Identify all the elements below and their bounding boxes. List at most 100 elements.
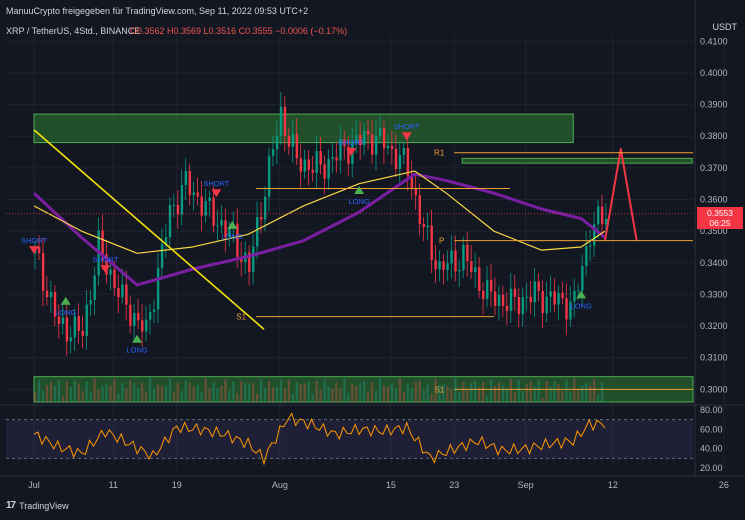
candle-body: [57, 316, 61, 324]
volume-bar: [489, 379, 493, 402]
candle-body: [291, 133, 295, 147]
candle-body: [458, 269, 461, 272]
volume-bar: [279, 380, 283, 402]
volume-bar: [204, 378, 207, 402]
supply-demand-zone: [461, 157, 693, 164]
volume-bar: [45, 384, 49, 402]
volume-bar: [573, 378, 576, 402]
x-tick-label: 26: [719, 480, 729, 490]
pivot-level-label: P: [439, 237, 444, 246]
volume-bar: [497, 382, 501, 402]
candle-body: [256, 216, 259, 247]
volume-bar: [89, 391, 92, 402]
volume-bar: [85, 381, 88, 402]
volume-bar: [121, 383, 124, 402]
candle-body: [287, 135, 291, 147]
volume-bar: [478, 387, 481, 402]
volume-bar: [414, 382, 417, 402]
volume-bar: [69, 386, 72, 402]
tradingview-logo[interactable]: 17: [6, 500, 16, 511]
volume-bar: [486, 395, 489, 402]
candle-body: [454, 250, 457, 272]
candle-body: [339, 139, 342, 161]
volume-bar: [244, 382, 247, 402]
y-tick-label: 0.3600: [700, 195, 728, 205]
volume-bar: [216, 388, 219, 402]
volume-bar: [156, 384, 160, 402]
candle-body: [311, 169, 314, 173]
volume-bar: [363, 380, 366, 402]
candle-body: [224, 220, 227, 238]
volume-bar: [355, 385, 358, 402]
symbol-label[interactable]: XRP / TetherUS, 4Std., BINANCE: [6, 26, 141, 36]
candle-body: [236, 223, 239, 258]
short-signal-arrow: [29, 246, 39, 255]
pivot-levels: R1 P S1 S1: [6, 149, 693, 394]
candle-body: [450, 250, 453, 264]
candle-body: [398, 154, 402, 170]
volume-bar: [323, 379, 326, 402]
currency-unit: USDT: [712, 22, 738, 32]
candle-body: [359, 134, 362, 146]
candle-body: [327, 158, 330, 179]
ohlc-values: O0.3562 H0.3569 L0.3516 C0.3555 −0.0006 …: [130, 26, 348, 36]
y-tick-label: 0.3800: [700, 131, 728, 141]
volume-bar: [398, 378, 401, 402]
volume-bar: [454, 378, 457, 402]
candle-body: [466, 244, 469, 262]
candle-body: [462, 244, 465, 270]
candle-body: [604, 218, 608, 225]
volume-bar: [240, 381, 243, 402]
candle-body: [402, 148, 406, 155]
volume-bar: [422, 389, 425, 402]
candle-body: [434, 260, 437, 270]
candle-body: [505, 305, 509, 311]
candle-body: [252, 246, 255, 272]
pivot-level-label: S1: [236, 313, 246, 322]
y-tick-label: 0.4000: [700, 68, 728, 78]
candle-body: [482, 290, 485, 299]
volume-bar: [41, 390, 45, 402]
volume-bar: [97, 389, 100, 402]
candle-body: [65, 317, 69, 342]
candle-body: [248, 252, 251, 272]
candle-body: [145, 319, 148, 332]
volume-bar: [283, 388, 286, 402]
candle-body: [600, 206, 604, 225]
volume-bar: [442, 384, 445, 402]
volume-bar: [335, 381, 338, 402]
candle-body: [489, 279, 493, 292]
candle-body: [597, 206, 600, 225]
short-signal-label: SHORT: [394, 122, 421, 131]
volume-bar: [533, 386, 536, 402]
volume-bar: [93, 378, 96, 402]
x-tick-label: 19: [172, 480, 182, 490]
candle-body: [117, 287, 120, 298]
candle-body: [533, 281, 536, 303]
candle-body: [315, 150, 318, 173]
rsi-band-fill: [6, 419, 693, 459]
volume-bar: [585, 383, 588, 402]
long-signal-arrow: [60, 296, 71, 305]
candle-body: [156, 267, 160, 310]
volume-bar: [77, 383, 80, 402]
candle-body: [77, 316, 81, 331]
candle-body: [152, 309, 156, 312]
candle-body: [129, 304, 132, 326]
candle-body: [220, 220, 223, 226]
long-signal-label: LONG: [55, 308, 76, 317]
volume-bar: [236, 393, 239, 402]
volume-bar: [212, 382, 215, 402]
volume-bar: [501, 385, 505, 402]
volume-bar: [474, 380, 477, 402]
candle-body: [93, 275, 96, 301]
candle-body: [390, 145, 394, 149]
footer-brand[interactable]: TradingView: [19, 500, 69, 511]
candle-body: [216, 225, 219, 227]
volume-bar: [256, 393, 259, 402]
y-tick-label: 0.3400: [700, 258, 728, 268]
candle-body: [105, 254, 108, 275]
volume-bar: [200, 392, 203, 402]
candle-body: [49, 292, 53, 298]
